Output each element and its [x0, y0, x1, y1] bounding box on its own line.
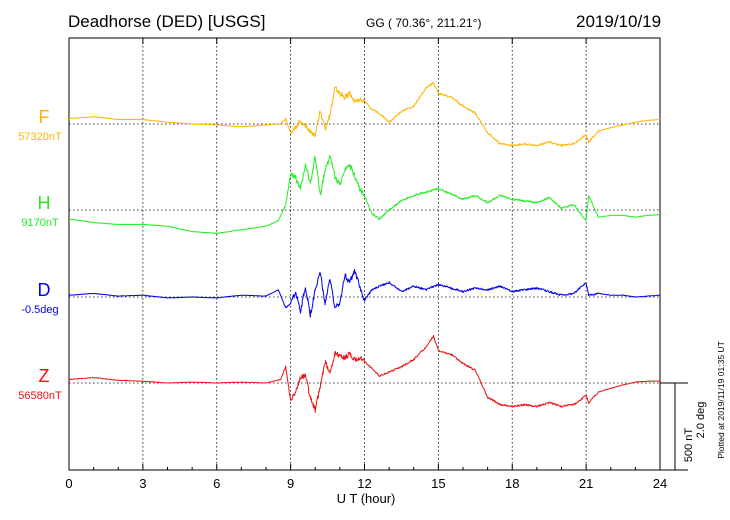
grid-layer	[69, 38, 660, 470]
coordinates-label: GG ( 70.36°, 211.21°)	[366, 16, 482, 30]
series-baseline-label-f: 57320nT	[18, 131, 62, 143]
series-name-f: F	[39, 107, 50, 127]
series-layer	[68, 81, 661, 413]
label-layer: F 57320nT H 9170nT D -0.5deg Z 56580nT	[18, 107, 62, 402]
plotted-at-note: Plotted at 2019/11/19 01:35 UT	[716, 341, 726, 459]
x-tick-label: 18	[505, 476, 519, 491]
axis-layer: 0 3 6 9 12 15 18 21 24	[65, 38, 667, 491]
x-axis-label: U T (hour)	[337, 491, 396, 506]
series-line-z	[68, 334, 661, 413]
series-baseline-label-z: 56580nT	[18, 390, 62, 402]
series-baseline-label-h: 9170nT	[21, 217, 59, 229]
x-tick-label: 9	[287, 476, 294, 491]
series-baseline-label-d: -0.5deg	[21, 304, 58, 316]
scale-bar-nt-label: 500 nT	[683, 428, 695, 463]
x-tick-label: 24	[653, 476, 667, 491]
series-line-f	[68, 81, 661, 147]
x-tick-label: 6	[213, 476, 220, 491]
series-name-h: H	[38, 193, 51, 213]
date-label: 2019/10/19	[576, 12, 662, 31]
series-line-h	[68, 155, 661, 234]
x-tick-label: 0	[65, 476, 72, 491]
scale-bar: 500 nT 2.0 deg	[660, 382, 707, 471]
series-name-z: Z	[39, 366, 50, 386]
x-tick-label: 3	[139, 476, 146, 491]
series-name-d: D	[38, 280, 51, 300]
x-tick-label: 12	[357, 476, 371, 491]
x-tick-label: 21	[579, 476, 593, 491]
scale-bar-deg-label: 2.0 deg	[695, 402, 707, 439]
chart-title: Deadhorse (DED) [USGS]	[68, 12, 266, 31]
series-line-d	[68, 269, 661, 318]
x-tick-label: 15	[431, 476, 445, 491]
